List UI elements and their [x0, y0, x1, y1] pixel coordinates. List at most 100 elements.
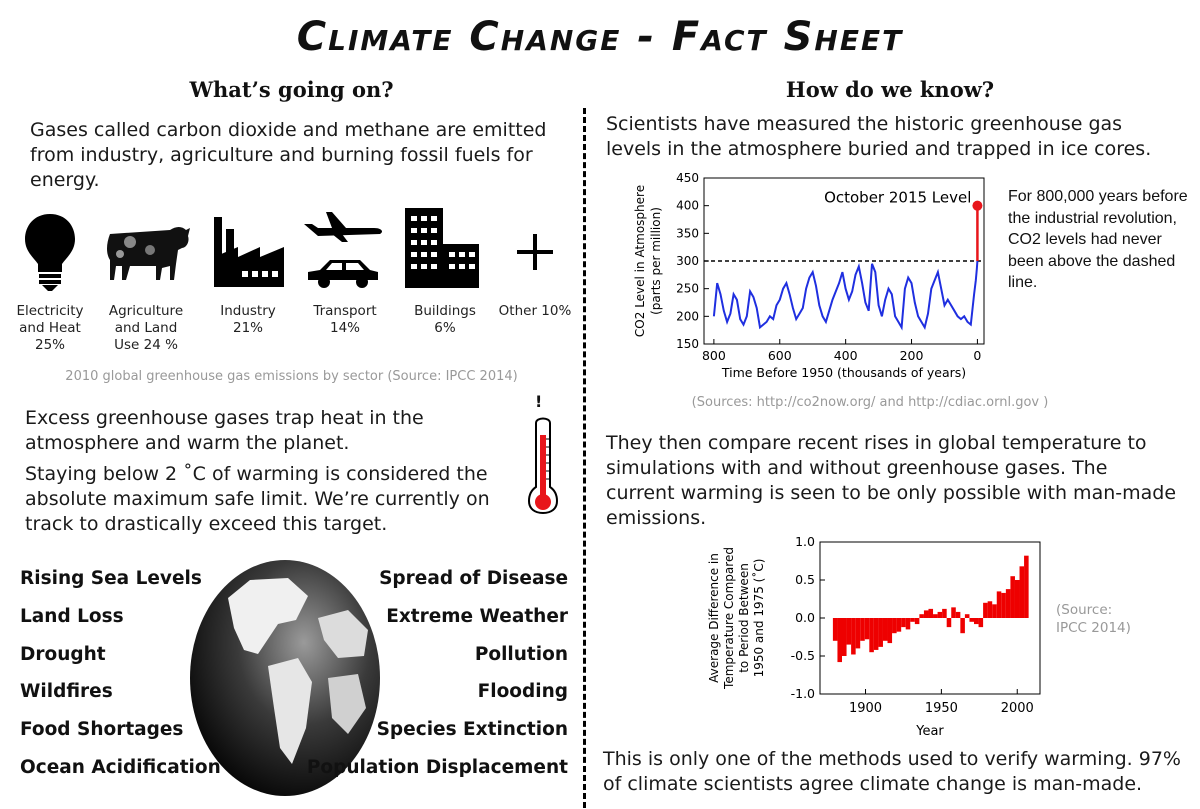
co2-xtick-label: 800 [702, 348, 726, 363]
temp-ylabel-line4: 1950 and 1975 (˚C) [751, 559, 766, 678]
thermometer-exclamation: ! [535, 392, 543, 411]
temp-bar [892, 618, 897, 634]
temp-bar [901, 618, 906, 628]
impact-left-3: Wildfires [20, 681, 113, 702]
co2-ylabel-line2: (parts per million) [649, 207, 663, 315]
thermometer-icon [526, 415, 560, 515]
simulation-paragraph: They then compare recent rises in global… [606, 432, 1177, 529]
impact-right-2: Pollution [474, 644, 568, 665]
temp-bar [878, 618, 883, 647]
temp-bar [919, 614, 924, 618]
temp-bar [910, 618, 915, 622]
impact-right-5: Population Displacement [306, 757, 568, 778]
temp-ytick-label: -1.0 [791, 686, 815, 701]
sector-label-agriculture: Agriculture and Land Use 24 % [108, 303, 184, 353]
temp-bar [1001, 592, 1006, 618]
temp-bar [928, 608, 934, 618]
temp-bar [987, 601, 993, 618]
temp-bar [974, 618, 979, 625]
co2-ytick-label: 200 [676, 309, 699, 323]
sector-label-industry: Industry 21% [220, 303, 276, 336]
temp-bar [855, 618, 861, 649]
temp-bar [914, 618, 920, 625]
impact-left-0: Rising Sea Levels [20, 568, 202, 589]
temp-ytick-label: 0.0 [795, 610, 815, 625]
temp-bar [846, 618, 852, 645]
impact-left-1: Land Loss [20, 606, 124, 627]
co2-xtick-label: 600 [768, 348, 792, 363]
temp-bar [1014, 580, 1020, 618]
temp-bar [942, 608, 947, 618]
temp-bar [896, 618, 902, 632]
temp-bar [996, 591, 1002, 618]
column-divider [583, 108, 586, 808]
temp-xtick-label: 1950 [925, 701, 958, 716]
temp-bar [951, 607, 956, 618]
impact-right-3: Flooding [477, 681, 568, 702]
co2-sources: (Sources: http://co2now.org/ and http://… [691, 395, 1049, 410]
temp-bar [992, 604, 997, 618]
temp-xlabel: Year [915, 724, 944, 739]
co2-series-line [712, 260, 979, 331]
co2-ytick-label: 450 [676, 171, 699, 185]
plus-icon [515, 232, 555, 272]
sector-label-transport: Transport 14% [313, 303, 377, 336]
temp-ylabel-line2: Temperature Compared [722, 547, 736, 690]
sector-label-electricity: Electricity and Heat 25% [16, 303, 84, 353]
temp-ylabel-line3: to Period Between [737, 563, 751, 673]
co2-ytick-label: 350 [676, 226, 699, 240]
temp-bar [869, 618, 874, 653]
impact-right-4: Species Extinction [376, 719, 568, 740]
cow-icon [100, 220, 192, 300]
temp-bar [1024, 555, 1029, 618]
co2-xtick-label: 0 [973, 348, 981, 363]
left-heading: What’s going on? [189, 77, 394, 102]
co2-xtick-label: 400 [834, 348, 858, 363]
co2-ytick-label: 150 [676, 337, 699, 351]
impact-right-1: Extreme Weather [386, 606, 568, 627]
temp-bar [983, 602, 988, 618]
ice-core-paragraph: Scientists have measured the historic gr… [606, 113, 1152, 160]
co2-ytick-label: 400 [676, 199, 699, 213]
temp-bar [964, 614, 970, 618]
temp-bar [905, 618, 911, 630]
temp-bar [1019, 566, 1025, 618]
lightbulb-icon [22, 212, 78, 292]
co2-ylabel-line1: CO2 Level in Atmosphere [633, 185, 647, 337]
impact-left-2: Drought [20, 644, 106, 665]
impact-right-0: Spread of Disease [379, 568, 568, 589]
right-heading: How do we know? [785, 77, 995, 102]
temp-bar [978, 618, 984, 628]
temp-bar [873, 618, 879, 650]
buildings-icon [403, 206, 479, 288]
temp-ytick-label: -0.5 [791, 648, 815, 663]
temp-bar [882, 618, 888, 641]
co2-ytick-label: 250 [676, 282, 699, 296]
page-title: Climate Change - Fact Sheet [296, 14, 904, 60]
co2-current-marker [972, 200, 983, 211]
co2-annotation: October 2015 Level [824, 189, 971, 207]
co2-ytick-label: 300 [676, 254, 699, 268]
temp-bar [860, 618, 865, 641]
temp-xtick-label: 1900 [849, 701, 882, 716]
impact-left-5: Ocean Acidification [20, 757, 221, 778]
temp-ytick-label: 0.5 [795, 572, 815, 587]
limit-paragraph: Staying below 2 ˚C of warming is conside… [25, 463, 490, 535]
globe-icon [188, 558, 383, 798]
temp-bar [887, 618, 893, 644]
co2-xtick-label: 200 [900, 348, 924, 363]
temp-bar [946, 618, 952, 628]
temp-ytick-label: 1.0 [795, 534, 815, 549]
temp-bar [837, 618, 842, 663]
plane-car-icon [302, 206, 386, 292]
temp-bar [832, 618, 838, 641]
impact-left-4: Food Shortages [20, 719, 184, 740]
temp-source: (Source: IPCC 2014) [1056, 602, 1131, 636]
factory-icon [212, 215, 286, 287]
temp-bar [937, 611, 943, 618]
warming-paragraph: Excess greenhouse gases trap heat in the… [25, 407, 424, 454]
temp-ylabel-line1: Average Difference in [707, 553, 721, 683]
temp-bar [1010, 576, 1015, 618]
temp-bar [923, 610, 929, 618]
sectors-caption: 2010 global greenhouse gas emissions by … [65, 369, 518, 384]
